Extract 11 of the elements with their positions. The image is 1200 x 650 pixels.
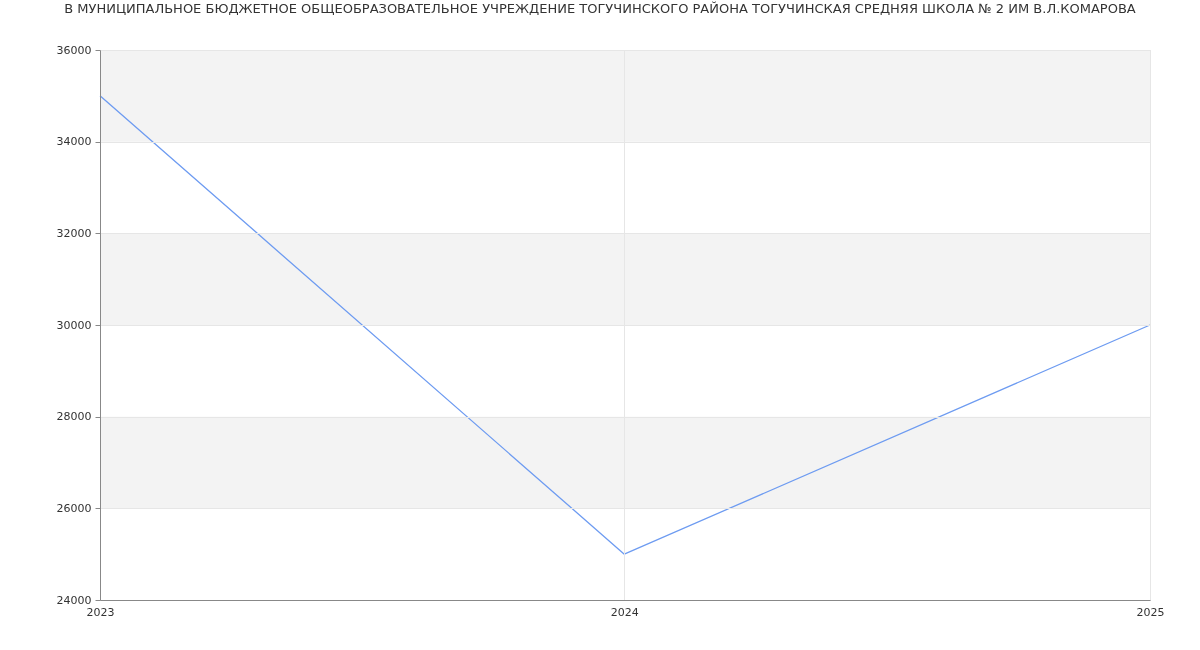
chart-title: В МУНИЦИПАЛЬНОЕ БЮДЖЕТНОЕ ОБЩЕОБРАЗОВАТЕЛЬНОЕ УЧРЕЖДЕНИЕ ТОГУЧИНСКОГО РАЙОНА ТОГУЧИНСКАЯ СРЕДНЯЯ ШКОЛА № 2 ИМ В.Л.КОМАРОВА <box>64 1 1136 16</box>
x-tick-label: 2024 <box>610 605 639 619</box>
y-tick-label: 26000 <box>56 501 92 515</box>
x-tick-label: 2025 <box>1136 605 1165 619</box>
y-tick-label: 36000 <box>56 43 92 57</box>
x-tick-label: 2023 <box>86 605 115 619</box>
y-tick-label: 32000 <box>56 226 92 240</box>
y-tick-label: 34000 <box>56 135 92 149</box>
y-tick-label: 30000 <box>56 318 92 332</box>
y-tick-label: 28000 <box>56 410 92 424</box>
y-tick-label: 24000 <box>56 593 92 607</box>
